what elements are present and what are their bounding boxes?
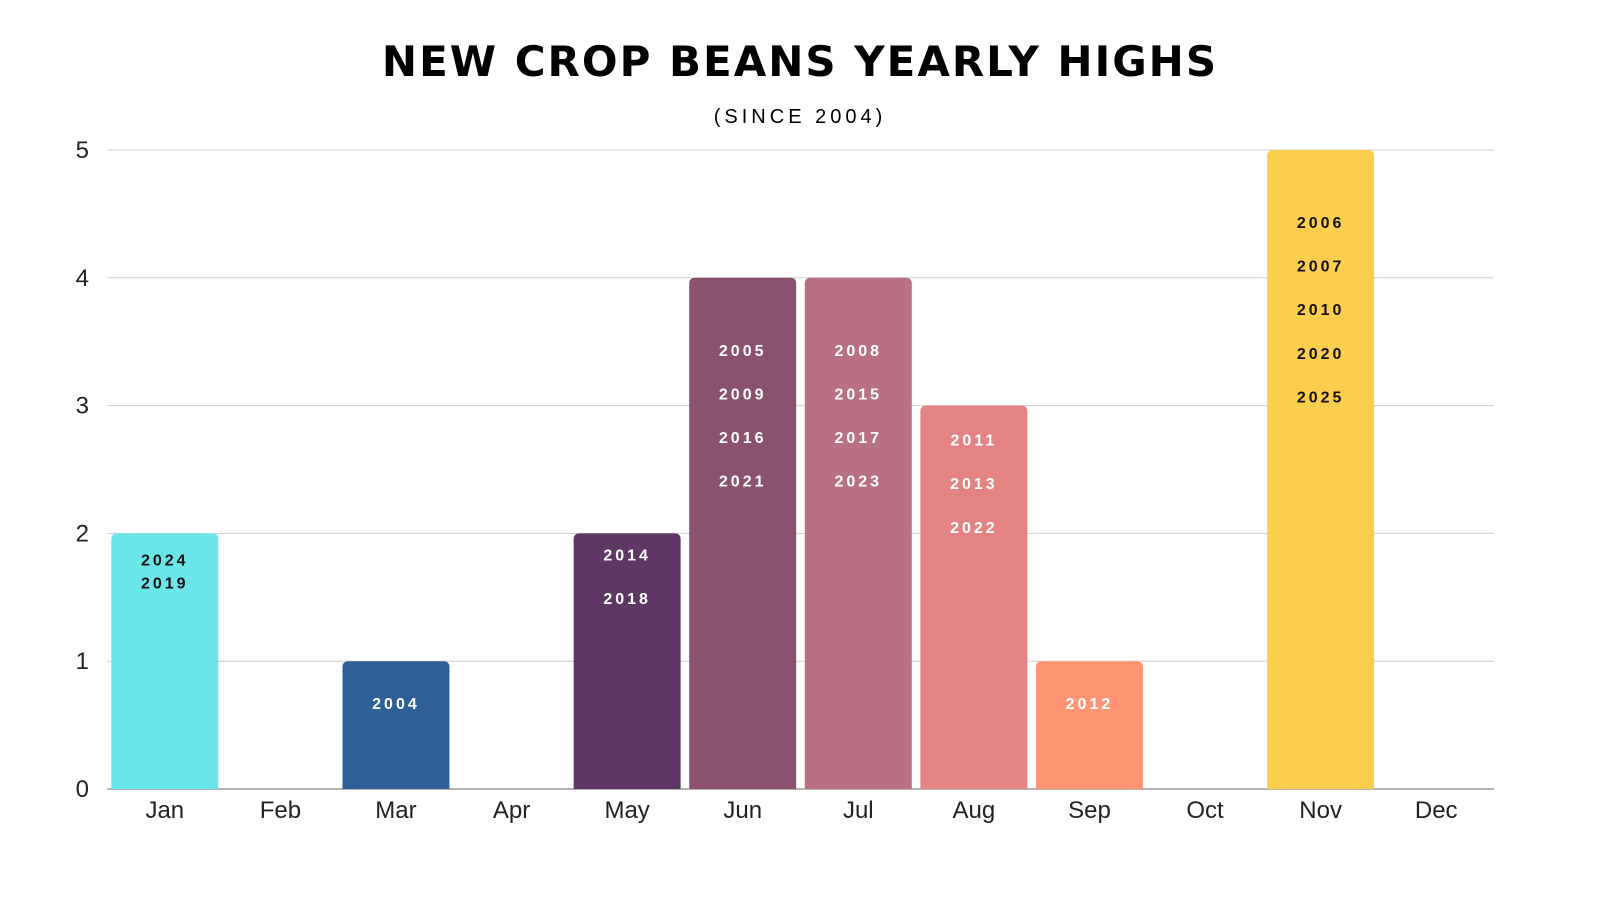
bar-year-label: 2008 (834, 343, 882, 360)
bar-year-label: 2016 (719, 430, 767, 447)
y-tick-label: 3 (76, 393, 89, 420)
grid-layer (107, 149, 1494, 790)
bar-may (573, 533, 681, 789)
bar-year-label: 2009 (719, 386, 767, 403)
x-tick-label: Feb (260, 797, 301, 824)
bar-year-label: 2024 (141, 552, 189, 569)
x-tick-label: Sep (1068, 797, 1111, 824)
bar-year-label: 2019 (141, 575, 189, 592)
x-tick-label: Jul (843, 797, 874, 824)
chart-title: NEW CROP BEANS YEARLY HIGHS (382, 37, 1218, 86)
x-tick-label: Jan (145, 797, 184, 824)
bar-year-label: 2020 (1297, 346, 1345, 363)
y-tick-label: 1 (76, 648, 89, 675)
y-tick-label: 0 (76, 776, 89, 803)
chart-subtitle: (SINCE 2004) (714, 106, 887, 128)
bar-year-label: 2023 (834, 474, 882, 491)
bar-year-label: 2014 (603, 547, 651, 564)
x-tick-label: Nov (1299, 797, 1342, 824)
bar-jul (804, 277, 912, 789)
bar-year-label: 2006 (1297, 215, 1345, 232)
bar-nov (1267, 150, 1375, 789)
x-tick-label: May (604, 797, 649, 824)
y-axis: 0 1 2 3 4 5 (76, 137, 89, 803)
bar-year-label: 2007 (1297, 259, 1345, 276)
bar-mar (342, 661, 450, 789)
bar-sep (1035, 661, 1143, 789)
x-tick-label: Oct (1186, 797, 1224, 824)
x-tick-label: Mar (375, 797, 416, 824)
x-tick-label: Aug (953, 797, 996, 824)
bar-aug (920, 405, 1028, 789)
bars-layer (111, 150, 1375, 789)
bar-labels-layer: 2024 2019 2004 2014 2018 2005 2009 2016 2021 2008… (141, 215, 1345, 713)
x-axis: Jan Feb Mar Apr May Jun Jul Aug Sep Oct Nov Dec (145, 797, 1457, 824)
bar-year-label: 2017 (834, 430, 882, 447)
bar-year-label: 2025 (1297, 389, 1345, 406)
x-tick-label: Apr (493, 797, 530, 824)
bar-year-label: 2004 (372, 696, 420, 713)
y-tick-label: 2 (76, 520, 89, 547)
bar-year-label: 2018 (603, 591, 651, 608)
bar-year-label: 2010 (1297, 302, 1345, 319)
bar-year-label: 2021 (719, 474, 767, 491)
bar-year-label: 2011 (951, 433, 998, 450)
bar-year-label: 2013 (950, 476, 998, 493)
x-tick-label: Dec (1415, 797, 1458, 824)
bar-year-label: 2022 (950, 520, 998, 537)
bar-year-label: 2005 (719, 343, 767, 360)
bar-year-label: 2012 (1066, 696, 1114, 713)
bar-year-label: 2015 (834, 386, 882, 403)
y-tick-label: 4 (76, 265, 89, 292)
x-tick-label: Jun (723, 797, 762, 824)
bar-jun (689, 277, 797, 789)
y-tick-label: 5 (76, 137, 89, 164)
bar-jan (111, 533, 219, 789)
